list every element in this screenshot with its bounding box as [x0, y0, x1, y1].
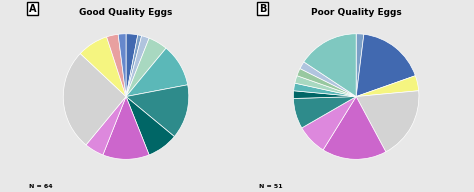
Text: A: A [29, 4, 36, 14]
Wedge shape [118, 34, 126, 97]
Wedge shape [293, 91, 356, 98]
Title: Poor Quality Eggs: Poor Quality Eggs [311, 8, 401, 17]
Wedge shape [107, 34, 126, 97]
Wedge shape [126, 36, 149, 97]
Wedge shape [295, 76, 356, 97]
Title: Good Quality Eggs: Good Quality Eggs [79, 8, 173, 17]
Wedge shape [356, 76, 419, 97]
Text: N = 51: N = 51 [259, 184, 283, 189]
Wedge shape [304, 34, 356, 97]
Wedge shape [126, 48, 188, 97]
Wedge shape [356, 34, 415, 97]
Wedge shape [126, 38, 166, 97]
Wedge shape [86, 97, 126, 155]
Wedge shape [126, 34, 138, 97]
Wedge shape [103, 97, 149, 159]
Wedge shape [126, 35, 142, 97]
Wedge shape [356, 34, 364, 97]
Text: B: B [259, 4, 266, 14]
Wedge shape [80, 37, 126, 97]
Wedge shape [297, 69, 356, 97]
Wedge shape [300, 62, 356, 97]
Wedge shape [294, 83, 356, 97]
Wedge shape [63, 54, 126, 145]
Wedge shape [126, 97, 174, 155]
Wedge shape [356, 91, 419, 152]
Wedge shape [293, 97, 356, 128]
Wedge shape [323, 97, 386, 159]
Wedge shape [302, 97, 356, 150]
Text: N = 64: N = 64 [29, 184, 52, 189]
Wedge shape [126, 85, 189, 137]
